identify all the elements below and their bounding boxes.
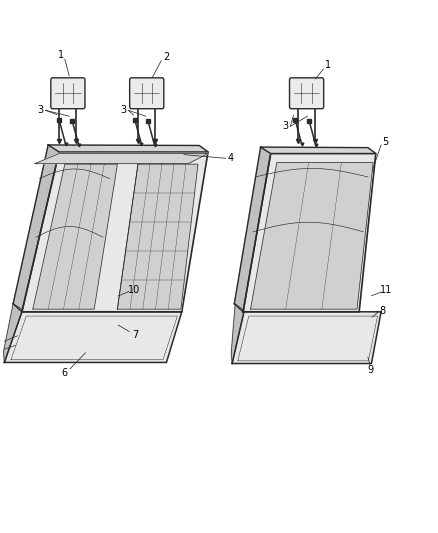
FancyBboxPatch shape (130, 78, 164, 109)
FancyBboxPatch shape (290, 78, 324, 109)
Polygon shape (231, 304, 244, 364)
Text: 7: 7 (132, 330, 138, 340)
Polygon shape (33, 164, 117, 309)
Text: 10: 10 (128, 285, 141, 295)
Text: 3: 3 (120, 106, 127, 115)
Text: 1: 1 (325, 60, 331, 70)
Polygon shape (251, 163, 373, 309)
Polygon shape (48, 145, 208, 152)
Polygon shape (22, 152, 208, 312)
Polygon shape (35, 154, 208, 164)
Text: 2: 2 (163, 52, 170, 62)
Polygon shape (117, 164, 198, 309)
Text: 9: 9 (367, 366, 373, 375)
Polygon shape (261, 147, 376, 154)
Text: 5: 5 (382, 138, 389, 147)
Text: 11: 11 (380, 286, 392, 295)
Text: 6: 6 (62, 368, 68, 378)
Text: 4: 4 (228, 154, 234, 163)
Polygon shape (234, 147, 271, 312)
Polygon shape (4, 312, 182, 362)
Text: 3: 3 (283, 122, 289, 131)
Polygon shape (4, 304, 22, 362)
Polygon shape (243, 154, 376, 312)
FancyBboxPatch shape (51, 78, 85, 109)
Polygon shape (232, 312, 381, 364)
Text: 1: 1 (58, 51, 64, 60)
Polygon shape (13, 145, 59, 312)
Text: 8: 8 (380, 306, 386, 316)
Text: 3: 3 (37, 106, 43, 115)
